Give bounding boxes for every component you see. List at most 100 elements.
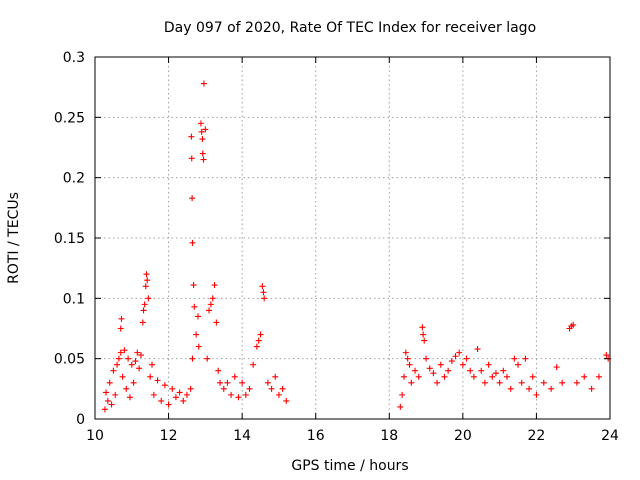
- data-point: [470, 373, 477, 380]
- data-point: [463, 355, 470, 362]
- data-point: [456, 349, 463, 356]
- data-points: [101, 80, 612, 413]
- data-point: [434, 379, 441, 386]
- grid-lines: [95, 57, 610, 419]
- data-point: [117, 349, 124, 356]
- data-point: [199, 136, 206, 143]
- data-point: [515, 361, 522, 368]
- data-point: [117, 325, 124, 332]
- data-point: [198, 128, 205, 135]
- data-point: [130, 379, 137, 386]
- data-point: [190, 282, 197, 289]
- data-point: [128, 361, 135, 368]
- data-point: [588, 385, 595, 392]
- data-point: [419, 324, 426, 331]
- data-point: [191, 303, 198, 310]
- x-axis-label: GPS time / hours: [291, 458, 408, 474]
- data-point: [108, 401, 115, 408]
- data-point: [399, 391, 406, 398]
- data-point: [115, 355, 122, 362]
- data-point: [183, 391, 190, 398]
- data-point: [187, 385, 194, 392]
- data-point: [119, 373, 126, 380]
- data-point: [217, 379, 224, 386]
- data-point: [112, 391, 119, 398]
- data-point: [200, 80, 207, 87]
- x-tick-label: 12: [160, 428, 178, 444]
- data-point: [204, 355, 211, 362]
- data-point: [188, 133, 195, 140]
- data-point: [118, 315, 125, 322]
- data-point: [145, 295, 152, 302]
- data-point: [189, 355, 196, 362]
- data-point: [511, 355, 518, 362]
- data-point: [507, 385, 514, 392]
- data-point: [478, 367, 485, 374]
- data-point: [279, 385, 286, 392]
- data-point: [518, 379, 525, 386]
- data-point: [121, 347, 128, 354]
- data-point: [404, 355, 411, 362]
- data-point: [253, 343, 260, 350]
- data-point: [397, 403, 404, 410]
- data-point: [224, 379, 231, 386]
- data-point: [239, 379, 246, 386]
- data-point: [445, 367, 452, 374]
- data-point: [412, 367, 419, 374]
- data-point: [141, 301, 148, 308]
- data-point: [231, 373, 238, 380]
- x-tick-label: 20: [454, 428, 472, 444]
- data-point: [176, 389, 183, 396]
- data-point: [172, 394, 179, 401]
- data-point: [139, 319, 146, 326]
- data-point: [134, 349, 141, 356]
- data-point: [489, 373, 496, 380]
- data-point: [261, 295, 268, 302]
- x-tick-label: 10: [86, 428, 104, 444]
- data-point: [595, 373, 602, 380]
- data-point: [401, 373, 407, 380]
- data-point: [246, 385, 253, 392]
- data-point: [533, 391, 540, 398]
- data-point: [189, 195, 196, 202]
- data-point: [441, 373, 448, 380]
- data-point: [169, 385, 176, 392]
- y-axis-ticks: 0 0.05 0.1 0.15 0.2 0.25 0.3: [54, 50, 610, 428]
- data-point: [522, 355, 529, 362]
- data-point: [420, 331, 427, 338]
- data-point: [603, 352, 610, 359]
- data-point: [408, 379, 415, 386]
- data-point: [114, 361, 121, 368]
- x-tick-label: 18: [380, 428, 398, 444]
- data-point: [573, 379, 580, 386]
- data-point: [415, 373, 422, 380]
- y-axis-label: ROTI / TECUs: [6, 192, 22, 284]
- data-point: [106, 379, 113, 386]
- data-point: [137, 352, 144, 359]
- data-point: [211, 282, 218, 289]
- data-point: [423, 355, 430, 362]
- data-point: [206, 307, 213, 314]
- x-tick-label: 16: [307, 428, 325, 444]
- data-point: [143, 271, 150, 278]
- data-point: [125, 355, 132, 362]
- data-point: [228, 391, 235, 398]
- data-point: [154, 377, 161, 384]
- y-tick-label: 0.3: [63, 50, 85, 66]
- data-point: [260, 289, 267, 296]
- data-point: [213, 319, 220, 326]
- data-point: [104, 397, 111, 404]
- data-point: [581, 373, 588, 380]
- data-point: [189, 239, 196, 246]
- data-point: [188, 155, 195, 162]
- data-point: [406, 361, 413, 368]
- data-point: [504, 373, 510, 380]
- y-tick-label: 0.1: [63, 291, 85, 307]
- data-point: [474, 346, 481, 353]
- x-tick-label: 14: [233, 428, 251, 444]
- data-point: [140, 307, 147, 314]
- data-point: [402, 349, 409, 356]
- data-point: [165, 401, 172, 408]
- y-tick-label: 0.05: [54, 352, 85, 368]
